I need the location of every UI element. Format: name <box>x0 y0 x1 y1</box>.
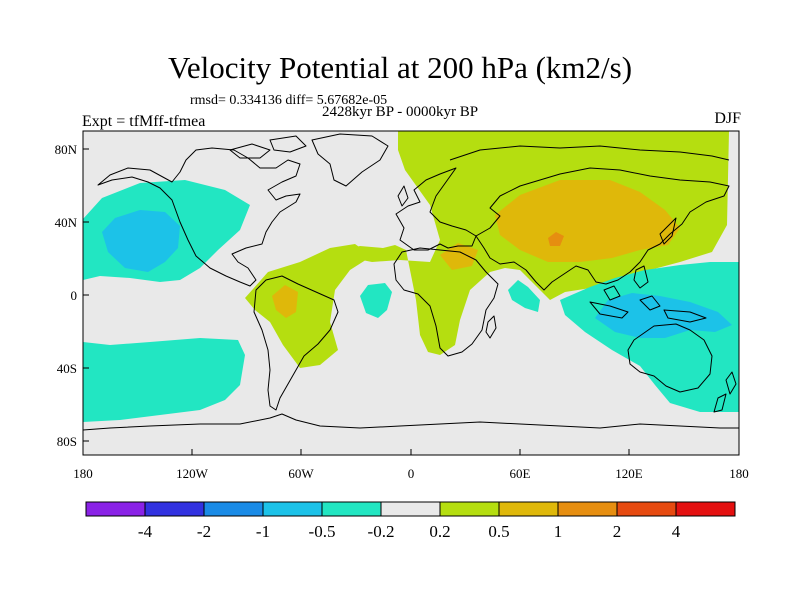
blue-region-maritime-continent <box>595 293 732 338</box>
lon-label: 0 <box>408 466 415 481</box>
coast-japan <box>659 217 677 245</box>
map-panel <box>83 131 739 455</box>
coastlines <box>83 133 739 431</box>
colorbar-box <box>85 501 146 517</box>
coast-south-america <box>253 275 339 411</box>
coast-philippines <box>633 265 649 289</box>
coast-europe <box>395 167 477 251</box>
turquoise-blob-indian <box>508 280 540 312</box>
colorbar-box <box>675 501 736 517</box>
coast-africa <box>393 247 499 357</box>
lat-label: 0 <box>71 288 78 303</box>
coast-indonesia <box>589 285 707 323</box>
colorbar-box <box>557 501 618 517</box>
lat-label: 40S <box>57 361 77 376</box>
orange-core-asia <box>548 232 564 246</box>
lon-label: 180 <box>729 466 749 481</box>
colorbar-labels: -4 -2 -1 -0.5 -0.2 0.2 0.5 1 2 4 <box>138 522 681 541</box>
orange-region-asia <box>495 180 680 262</box>
turquoise-region-south-pacific <box>83 338 245 422</box>
coast-uk <box>397 185 409 207</box>
colorbar-box <box>203 501 264 517</box>
colorbar-box <box>439 501 500 517</box>
coast-antarctica <box>83 413 739 431</box>
colorbar <box>85 501 736 517</box>
lon-label: 120E <box>615 466 643 481</box>
colorbar-box <box>498 501 559 517</box>
lat-label: 40N <box>55 215 78 230</box>
coast-new-zealand <box>713 371 737 413</box>
lon-label: 120W <box>176 466 209 481</box>
colorbar-box <box>321 501 382 517</box>
coast-arctic-islands <box>229 135 307 159</box>
colorbar-box <box>144 501 205 517</box>
season-label: DJF <box>714 110 741 127</box>
blue-region-north-pacific <box>102 210 180 272</box>
lon-label: 180 <box>73 466 93 481</box>
coast-north-america <box>97 147 301 287</box>
lon-label: 60W <box>288 466 314 481</box>
experiment-label: Expt = tfMff-tfmea <box>82 113 206 130</box>
coast-asia <box>475 167 730 291</box>
colorbar-box <box>616 501 677 517</box>
coast-arctic-russia <box>449 145 730 161</box>
plot-title: Velocity Potential at 200 hPa (km2/s) <box>167 50 633 85</box>
turquoise-blob-atlantic <box>360 283 392 318</box>
colorbar-label: 0.2 <box>429 522 450 541</box>
colorbar-label: 0.5 <box>488 522 509 541</box>
orange-region-amazon <box>272 285 298 318</box>
colorbar-label: -2 <box>197 522 211 541</box>
green-region-south-america <box>245 244 372 368</box>
colorbar-label: -0.2 <box>368 522 395 541</box>
stats-line: rmsd= 0.334136 diff= 5.67682e-05 <box>190 93 388 108</box>
coast-madagascar <box>485 315 497 339</box>
colorbar-label: -4 <box>138 522 153 541</box>
colorbar-label: 4 <box>672 522 681 541</box>
lon-label: 60E <box>510 466 531 481</box>
coast-greenland <box>311 133 389 187</box>
lat-label: 80N <box>55 142 78 157</box>
axis-ticks <box>82 148 740 455</box>
colorbar-label: -0.5 <box>309 522 336 541</box>
colorbar-label: -1 <box>256 522 270 541</box>
colorbar-box <box>262 501 323 517</box>
lat-label: 80S <box>57 434 77 449</box>
colorbar-label: 2 <box>613 522 622 541</box>
period-subtitle: 2428kyr BP - 0000kyr BP <box>321 104 479 120</box>
colorbar-box <box>380 501 441 517</box>
colorbar-label: 1 <box>554 522 563 541</box>
orange-region-africa <box>440 243 478 270</box>
coast-australia <box>627 323 713 393</box>
